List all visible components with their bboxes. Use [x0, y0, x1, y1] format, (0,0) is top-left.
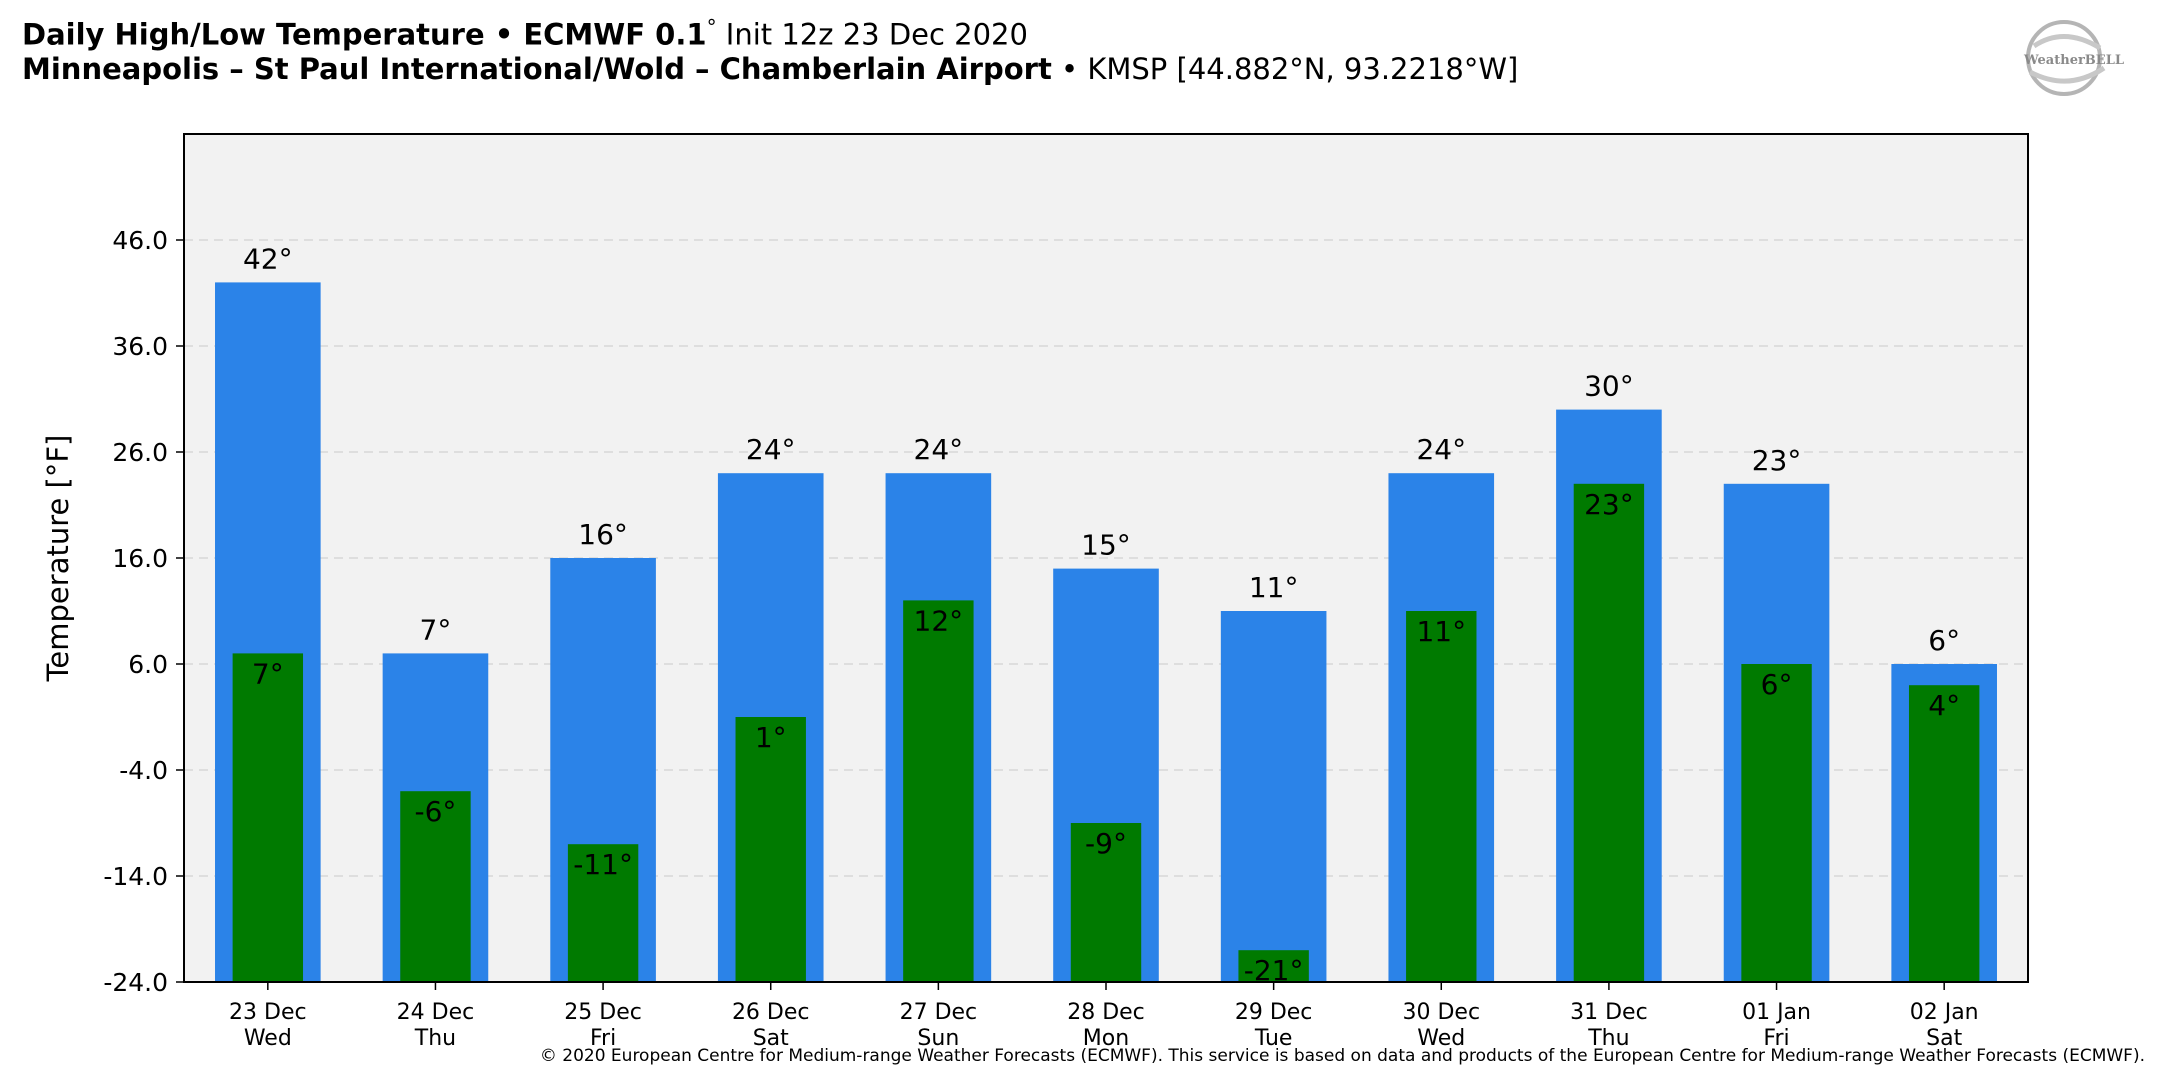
y-tick-label: 16.0	[112, 544, 168, 573]
y-tick-label: -24.0	[103, 968, 168, 997]
low-bar	[735, 717, 806, 982]
x-tick-label-day: Sat	[753, 1026, 789, 1051]
high-value-label: 24°	[914, 433, 964, 466]
x-tick-label-date: 27 Dec	[900, 1000, 978, 1025]
x-tick-label-day: Thu	[1587, 1026, 1629, 1051]
title-line-1: Daily High/Low Temperature • ECMWF 0.1° …	[22, 10, 1518, 52]
x-tick-label-date: 28 Dec	[1067, 1000, 1145, 1025]
x-tick-label-date: 29 Dec	[1235, 1000, 1313, 1025]
low-bar	[1406, 611, 1477, 982]
low-bar	[232, 653, 304, 982]
y-tick-label: -4.0	[119, 756, 168, 785]
high-value-label: 30°	[1584, 370, 1634, 403]
x-tick-label-date: 02 Jan	[1910, 1000, 1979, 1025]
x-tick-label-date: 26 Dec	[732, 1000, 810, 1025]
title-degree: °	[706, 15, 717, 39]
low-value-label: 11°	[1416, 615, 1466, 648]
low-bar	[1908, 685, 1980, 982]
low-bar	[400, 791, 471, 982]
x-tick-label-day: Fri	[590, 1026, 616, 1051]
low-bar	[1573, 483, 1645, 982]
title-init-time: Init 12z 23 Dec 2020	[716, 17, 1028, 52]
high-value-label: 23°	[1752, 444, 1802, 477]
low-bar	[1070, 823, 1142, 982]
copyright-notice: © 2020 European Centre for Medium-range …	[539, 1046, 2145, 1066]
x-tick-label-day: Wed	[244, 1026, 292, 1051]
logo-swirl-icon	[2028, 34, 2106, 84]
title-coordinates: • KMSP [44.882°N, 93.2218°W]	[1051, 51, 1519, 86]
low-value-label: -9°	[1085, 827, 1127, 860]
title-line-2: Minneapolis – St Paul International/Wold…	[22, 52, 1518, 86]
logo-swirl-outer-icon	[2026, 20, 2102, 96]
low-bar	[903, 600, 974, 982]
y-tick-label: -14.0	[103, 862, 168, 891]
high-value-label: 24°	[1416, 433, 1466, 466]
x-tick-label-day: Sun	[917, 1026, 959, 1051]
x-tick-label-day: Tue	[1254, 1026, 1293, 1051]
x-tick-label-day: Sat	[1926, 1026, 1962, 1051]
low-value-label: 23°	[1584, 488, 1634, 521]
x-tick-label-day: Mon	[1083, 1026, 1129, 1051]
x-tick-label-date: 25 Dec	[564, 1000, 642, 1025]
title-station: Minneapolis – St Paul International/Wold…	[22, 51, 1052, 86]
low-value-label: -11°	[573, 848, 633, 881]
high-value-label: 6°	[1928, 624, 1960, 657]
x-tick-label-day: Fri	[1763, 1026, 1789, 1051]
axes: -24.0-14.0-4.06.016.026.036.046.023 DecW…	[103, 133, 2029, 1051]
y-tick-label: 6.0	[128, 650, 168, 679]
y-tick-label: 36.0	[112, 332, 168, 361]
high-value-label: 16°	[578, 518, 628, 551]
x-tick-label-date: 01 Jan	[1742, 1000, 1811, 1025]
low-value-label: 7°	[252, 657, 284, 690]
high-value-label: 11°	[1249, 571, 1299, 604]
x-tick-label-day: Wed	[1417, 1026, 1465, 1051]
high-bar	[1220, 611, 1327, 982]
x-tick-label-date: 31 Dec	[1570, 1000, 1648, 1025]
x-tick-label-day: Thu	[414, 1026, 456, 1051]
low-bar	[1741, 664, 1812, 982]
low-value-label: 4°	[1928, 689, 1960, 722]
weatherbell-logo: WeatherBELL	[2023, 20, 2124, 96]
chart-title: Daily High/Low Temperature • ECMWF 0.1° …	[22, 10, 1518, 86]
low-value-label: 12°	[914, 604, 964, 637]
high-value-label: 42°	[243, 242, 293, 275]
y-axis-label: Temperature [°F]	[41, 435, 75, 683]
y-tick-label: 46.0	[112, 226, 168, 255]
low-value-label: -6°	[414, 795, 456, 828]
low-value-label: 1°	[755, 721, 787, 754]
title-main: Daily High/Low Temperature • ECMWF 0.1	[22, 17, 707, 52]
x-tick-label-date: 24 Dec	[397, 1000, 475, 1025]
high-value-label: 24°	[746, 433, 796, 466]
x-tick-label-date: 30 Dec	[1402, 1000, 1480, 1025]
low-value-label: 6°	[1761, 668, 1793, 701]
bars	[215, 282, 1997, 983]
value-labels: 42°7°7°-6°16°-11°24°1°24°12°15°-9°11°-21…	[243, 242, 1960, 987]
logo-text: WeatherBELL	[2023, 53, 2124, 68]
low-bar	[1238, 950, 1309, 982]
high-value-label: 15°	[1081, 529, 1131, 562]
plot-frame	[183, 133, 2029, 983]
y-tick-label: 26.0	[112, 438, 168, 467]
x-tick-label-date: 23 Dec	[229, 1000, 307, 1025]
low-bar	[567, 844, 639, 982]
high-value-label: 7°	[420, 613, 452, 646]
